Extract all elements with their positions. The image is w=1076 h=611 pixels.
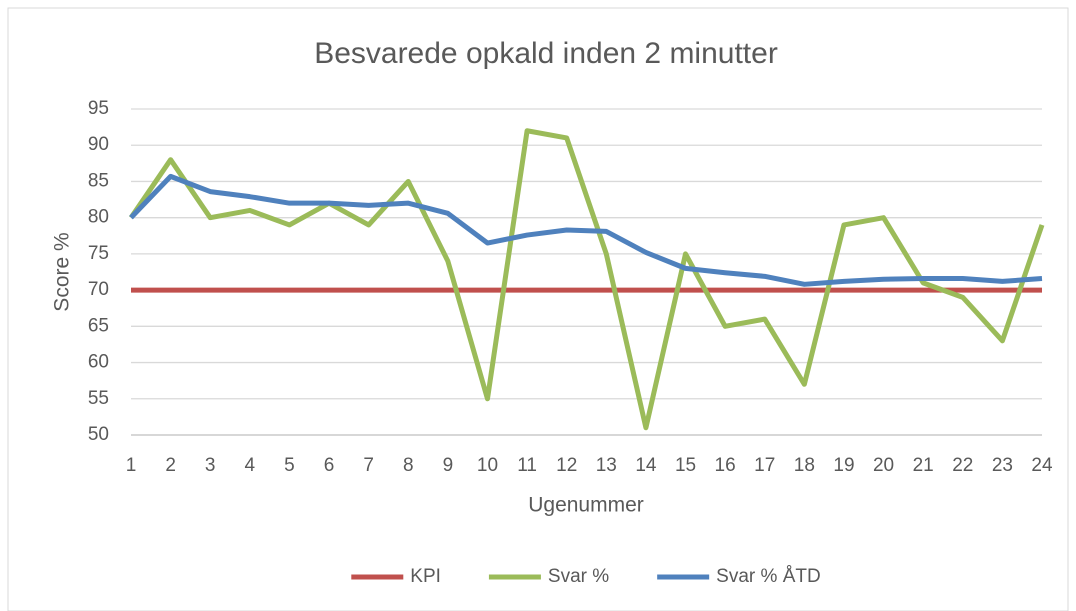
- x-tick-label: 1: [126, 455, 137, 476]
- y-tick-label: 75: [88, 243, 109, 264]
- x-tick-label: 8: [403, 455, 414, 476]
- x-tick-label: 14: [635, 455, 657, 476]
- chart-border: [7, 7, 1069, 611]
- x-tick-label: 22: [952, 455, 973, 476]
- x-tick-label: 3: [205, 455, 216, 476]
- y-tick-label: 95: [88, 98, 109, 119]
- x-tick-label: 6: [324, 455, 335, 476]
- y-tick-label: 55: [88, 388, 109, 409]
- x-tick-label: 7: [363, 455, 374, 476]
- x-tick-label: 17: [754, 455, 775, 476]
- x-tick-label: 2: [165, 455, 176, 476]
- y-tick-label: 70: [88, 279, 109, 300]
- x-tick-label: 13: [596, 455, 617, 476]
- x-axis-label: Ugenummer: [528, 494, 644, 517]
- x-tick-label: 9: [443, 455, 454, 476]
- y-tick-label: 80: [88, 207, 109, 228]
- x-tick-label: 20: [873, 455, 894, 476]
- x-tick-label: 5: [284, 455, 295, 476]
- x-tick-label: 16: [715, 455, 736, 476]
- x-tick-label: 11: [517, 455, 537, 476]
- x-tick-label: 15: [675, 455, 696, 476]
- x-tick-label: 23: [992, 455, 1013, 476]
- y-tick-label: 90: [88, 134, 109, 155]
- series-line: [129, 173, 1043, 287]
- x-tick-label: 18: [794, 455, 815, 476]
- y-tick-label: 60: [88, 352, 109, 373]
- y-tick-label: 50: [88, 424, 109, 445]
- x-tick-label: 10: [477, 455, 498, 476]
- series-line: [128, 128, 1045, 431]
- legend-label: KPI: [410, 566, 441, 587]
- chart-title: Besvarede opkald inden 2 minutter: [314, 37, 778, 70]
- x-tick-label: 21: [913, 455, 934, 476]
- y-tick-label: 65: [88, 315, 109, 336]
- x-tick-label: 24: [1031, 455, 1053, 476]
- x-tick-label: 12: [556, 455, 577, 476]
- legend-label: Svar %: [548, 566, 609, 587]
- y-tick-label: 85: [88, 170, 109, 191]
- x-tick-label: 19: [833, 455, 854, 476]
- x-tick-label: 4: [245, 455, 256, 476]
- y-axis-label: Score %: [51, 232, 74, 311]
- legend-label: Svar % ÅTD: [716, 566, 821, 587]
